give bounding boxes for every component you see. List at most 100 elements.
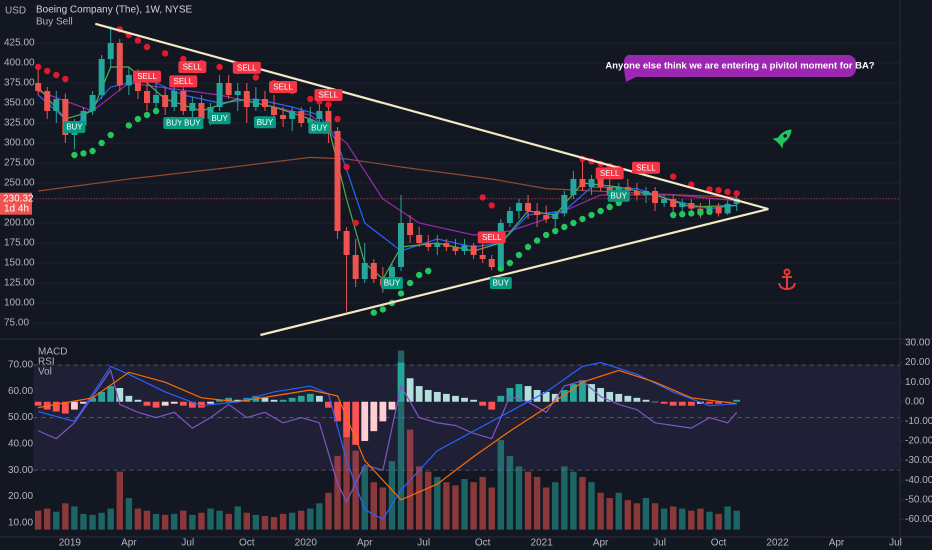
macd-histogram-bar bbox=[234, 399, 242, 402]
volume-bar bbox=[606, 498, 613, 530]
trend-dot bbox=[425, 267, 432, 275]
y-tick-label: 400.00 bbox=[4, 58, 35, 69]
candle-body bbox=[661, 199, 668, 203]
volume-bar bbox=[688, 510, 695, 530]
macd-tick-label: -50.00 bbox=[905, 494, 932, 505]
candle-body bbox=[298, 111, 305, 123]
volume-bar bbox=[189, 514, 196, 530]
volume-bar bbox=[116, 471, 123, 530]
volume-bar bbox=[134, 508, 142, 530]
macd-histogram-bar bbox=[642, 399, 650, 402]
x-tick-label: Oct bbox=[711, 538, 727, 549]
volume-bar bbox=[288, 512, 296, 530]
trend-dot bbox=[669, 173, 677, 180]
signal-badge bbox=[314, 89, 343, 101]
volume-bar bbox=[660, 508, 668, 530]
trend-dot bbox=[334, 115, 341, 123]
macd-histogram-bar bbox=[125, 395, 133, 402]
candle-body bbox=[633, 191, 640, 195]
trend-dot bbox=[89, 147, 96, 155]
volume-bar bbox=[62, 503, 69, 530]
signal-label: SELL bbox=[137, 72, 157, 81]
macd-histogram-bar bbox=[315, 395, 323, 402]
macd-histogram-bar bbox=[170, 401, 178, 404]
volume-bar bbox=[279, 513, 287, 530]
signal-label: SELL bbox=[273, 83, 293, 92]
volume-bar bbox=[34, 510, 42, 530]
volume-bar bbox=[80, 513, 87, 530]
trend-dot bbox=[479, 194, 486, 201]
candle-body bbox=[624, 187, 631, 191]
candle-body bbox=[89, 95, 96, 111]
rsi-tick-label: 50.00 bbox=[8, 412, 33, 423]
signal-badge bbox=[208, 112, 231, 125]
macd-histogram-bar bbox=[524, 386, 532, 402]
y-tick-label: 300.00 bbox=[4, 138, 35, 149]
trend-dot bbox=[125, 122, 133, 129]
volume-bar bbox=[724, 506, 731, 530]
signal-badge bbox=[63, 121, 86, 133]
volume-bar bbox=[425, 471, 432, 530]
candle-body bbox=[171, 91, 178, 107]
volume-bar bbox=[570, 471, 577, 530]
macd-histogram-bar bbox=[515, 384, 523, 402]
signal-label: BUY bbox=[611, 191, 628, 200]
macd-histogram-bar bbox=[352, 401, 360, 445]
macd-histogram-bar bbox=[334, 401, 341, 422]
trend-dot bbox=[497, 265, 505, 272]
volume-bar bbox=[243, 512, 250, 530]
volume-bar bbox=[506, 455, 514, 530]
candle-body bbox=[261, 99, 268, 107]
trend-dot bbox=[597, 207, 604, 215]
price-tag bbox=[0, 192, 32, 215]
macd-histogram-bar bbox=[560, 389, 568, 402]
candle-body bbox=[715, 207, 722, 214]
volume-bar bbox=[533, 476, 541, 530]
signal-label: SELL bbox=[636, 163, 656, 172]
rsi-tick-label: 40.00 bbox=[8, 439, 33, 450]
trend-dot bbox=[533, 237, 541, 244]
candle-body bbox=[398, 223, 405, 267]
trend-dot bbox=[669, 211, 677, 219]
volume-bar bbox=[334, 455, 341, 530]
macd-histogram-bar bbox=[533, 389, 541, 402]
macd-histogram-bar bbox=[379, 401, 387, 422]
volume-bar bbox=[470, 482, 477, 530]
volume-bar bbox=[633, 503, 641, 530]
x-tick-label: Jul bbox=[653, 538, 666, 549]
trend-dot bbox=[134, 115, 142, 123]
rsi-tick-label: 30.00 bbox=[8, 465, 33, 476]
x-tick-label: Apr bbox=[593, 538, 609, 549]
volume-bar bbox=[216, 510, 223, 530]
trend-dot bbox=[397, 290, 405, 297]
macd-histogram-bar bbox=[80, 401, 87, 404]
signal-badge bbox=[133, 70, 162, 83]
volume-bar bbox=[98, 512, 105, 530]
trend-dot bbox=[34, 63, 42, 71]
trend-dot bbox=[325, 101, 332, 108]
volume-bar bbox=[415, 466, 423, 530]
signal-badge bbox=[380, 277, 403, 289]
macd-histogram-bar bbox=[288, 397, 296, 402]
macd-histogram-bar bbox=[479, 401, 487, 406]
candle-body bbox=[361, 263, 368, 279]
trendline bbox=[260, 207, 769, 337]
trend-dot bbox=[307, 95, 314, 103]
macd-histogram-bar bbox=[325, 401, 332, 408]
volume-bar bbox=[452, 485, 459, 530]
volume-bar bbox=[143, 510, 151, 530]
candle-body bbox=[343, 231, 350, 255]
trend-dot bbox=[161, 50, 169, 57]
moving-average bbox=[37, 66, 737, 280]
macd-histogram-bar bbox=[506, 388, 514, 402]
candle-body bbox=[35, 83, 42, 91]
candle-body bbox=[144, 91, 151, 103]
volume-bar bbox=[225, 513, 232, 530]
macd-histogram-bar bbox=[470, 399, 478, 402]
candle-body bbox=[334, 131, 341, 231]
x-tick-label: Jul bbox=[417, 538, 430, 549]
candle-body bbox=[416, 235, 423, 243]
signal-label: SELL bbox=[174, 77, 194, 86]
